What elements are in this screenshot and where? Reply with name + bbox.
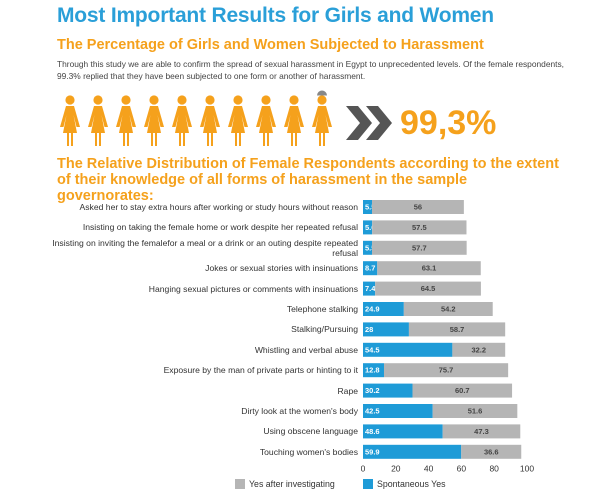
category-label: Using obscene language — [263, 426, 358, 437]
value-label: 30.2 — [365, 386, 380, 395]
bar-segment — [363, 302, 404, 316]
value-label: 75.7 — [439, 366, 454, 375]
bar-segment — [461, 444, 522, 459]
bar-segment — [403, 302, 493, 316]
category-label: Insisting on taking the female home or w… — [82, 222, 358, 233]
bar-segment — [375, 281, 481, 296]
category-label: Jokes or sexual stories with insinuation… — [205, 263, 358, 274]
value-label: 51.6 — [468, 406, 483, 415]
page-title: Most Important Results for Girls and Wom… — [57, 4, 494, 27]
value-label: 28 — [365, 325, 373, 334]
bar-segment — [372, 200, 464, 214]
chevrons — [346, 106, 392, 140]
bar-segment — [363, 220, 373, 235]
x-tick-label: 0 — [361, 463, 366, 473]
value-label: 47.3 — [474, 427, 489, 436]
bar-segment — [363, 342, 453, 357]
value-label: 57.7 — [412, 243, 427, 252]
icon-row — [60, 90, 392, 146]
category-label: Insisting on inviting the femalefor a me… — [52, 237, 358, 258]
bar-segment — [363, 261, 378, 276]
value-label: 7.4 — [365, 284, 376, 293]
paragraph: Through this study we are able to confir… — [57, 59, 564, 81]
category-label: Stalking/Pursuing — [291, 324, 358, 335]
value-label: 56 — [414, 202, 422, 211]
x-tick-label: 60 — [457, 463, 467, 473]
bar-segment — [372, 220, 467, 235]
bar-segment — [432, 404, 518, 418]
value-label: 42.5 — [365, 406, 380, 415]
bar-segment — [452, 342, 506, 357]
x-tick-label: 100 — [520, 463, 534, 473]
bar-segment — [363, 322, 409, 337]
value-label: 5.6 — [365, 223, 375, 232]
category-label: Hanging sexual pictures or comments with… — [148, 283, 358, 294]
value-label: 58.7 — [450, 325, 465, 334]
bar-segment — [363, 444, 462, 459]
value-label: 32.2 — [471, 345, 486, 354]
value-label: 48.6 — [365, 427, 380, 436]
value-label: 59.9 — [365, 447, 380, 456]
category-label: Telephone stalking — [286, 304, 358, 314]
x-tick-label: 40 — [424, 463, 434, 473]
x-tick-label: 20 — [391, 463, 401, 473]
bar-segment — [363, 281, 376, 296]
value-label: 60.7 — [455, 386, 470, 395]
value-label: 64.5 — [421, 284, 436, 293]
bar-segment — [383, 363, 509, 378]
bar-segment — [363, 200, 373, 214]
bar-segment — [377, 261, 481, 276]
category-label: Whistling and verbal abuse — [254, 344, 358, 355]
value-label: 8.7 — [365, 264, 375, 273]
chart-title: The Relative Distribution of Female Resp… — [57, 156, 559, 204]
value-label: 54.2 — [441, 304, 456, 313]
bar-segment — [363, 363, 384, 378]
legend-swatch — [235, 479, 245, 489]
category-label: Rape — [337, 385, 358, 396]
legend-swatch — [363, 479, 373, 489]
category-label: Asked her to stay extra hours after work… — [79, 202, 358, 212]
legend-label: Yes after investigating — [249, 479, 335, 489]
x-tick-label: 80 — [489, 463, 499, 473]
value-label: 57.5 — [412, 223, 427, 232]
bar-segment — [363, 424, 443, 439]
subtitle: The Percentage of Girls and Women Subjec… — [57, 37, 484, 53]
category-label: Touching women's bodies — [259, 446, 358, 457]
value-label: 5.5 — [365, 243, 375, 252]
stat: 99,3% — [400, 104, 497, 142]
bar-segment — [442, 424, 521, 439]
category-label: Exposure by the man of private parts or … — [163, 365, 358, 376]
bar-segment — [408, 322, 506, 337]
value-label: 36.6 — [484, 447, 499, 456]
bar-segment — [363, 383, 413, 398]
value-label: 12.8 — [365, 366, 380, 375]
bar-segment — [372, 240, 467, 255]
bar-segment — [412, 383, 513, 398]
bar-segment — [363, 240, 373, 255]
value-label: 5.5 — [365, 202, 375, 211]
value-label: 54.5 — [365, 345, 380, 354]
icon-shade — [317, 90, 327, 96]
category-label: Dirty look at the women's body — [241, 406, 358, 416]
bar-segment — [363, 404, 433, 418]
value-label: 63.1 — [422, 264, 437, 273]
value-label: 24.9 — [365, 304, 380, 313]
legend-label: Spontaneous Yes — [377, 479, 446, 489]
